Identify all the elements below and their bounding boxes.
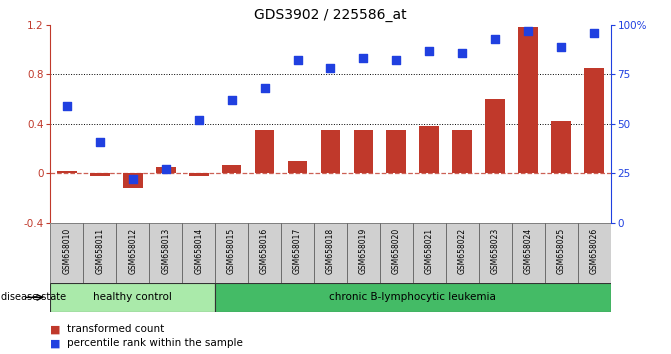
Bar <box>215 223 248 283</box>
Point <box>193 117 204 123</box>
Bar <box>485 99 505 173</box>
Bar <box>116 223 149 283</box>
Text: GSM658026: GSM658026 <box>590 228 599 274</box>
Text: GSM658025: GSM658025 <box>557 228 566 274</box>
Point <box>490 36 501 41</box>
Point <box>259 85 270 91</box>
Bar <box>354 130 373 173</box>
Bar <box>149 223 182 283</box>
Point <box>523 28 533 34</box>
Bar <box>380 223 413 283</box>
Point <box>292 58 303 63</box>
Bar <box>552 121 571 173</box>
Bar <box>50 223 83 283</box>
Point <box>325 65 336 71</box>
Point <box>226 97 237 103</box>
Text: GSM658020: GSM658020 <box>392 228 401 274</box>
Text: ■: ■ <box>50 338 61 348</box>
Text: GSM658010: GSM658010 <box>62 228 71 274</box>
Bar <box>512 223 545 283</box>
Bar <box>314 223 347 283</box>
Text: GSM658019: GSM658019 <box>359 228 368 274</box>
Bar <box>156 167 176 173</box>
Text: GSM658014: GSM658014 <box>194 228 203 274</box>
Text: GSM658023: GSM658023 <box>491 228 500 274</box>
Point <box>457 50 468 55</box>
Bar <box>255 130 274 173</box>
Point <box>358 56 369 61</box>
Bar <box>446 223 479 283</box>
Bar <box>518 27 538 173</box>
Bar <box>288 161 307 173</box>
Title: GDS3902 / 225586_at: GDS3902 / 225586_at <box>254 8 407 22</box>
Text: percentile rank within the sample: percentile rank within the sample <box>67 338 243 348</box>
Bar <box>578 223 611 283</box>
Text: GSM658011: GSM658011 <box>95 228 104 274</box>
Bar <box>189 173 209 176</box>
Text: GSM658022: GSM658022 <box>458 228 467 274</box>
Bar <box>221 165 242 173</box>
Text: GSM658021: GSM658021 <box>425 228 434 274</box>
Point <box>424 48 435 53</box>
Text: healthy control: healthy control <box>93 292 172 302</box>
Point <box>95 139 105 144</box>
Point <box>391 58 402 63</box>
Bar <box>452 130 472 173</box>
Bar <box>321 130 340 173</box>
Text: GSM658012: GSM658012 <box>128 228 138 274</box>
Point <box>588 30 599 35</box>
Point <box>160 167 171 172</box>
Text: chronic B-lymphocytic leukemia: chronic B-lymphocytic leukemia <box>329 292 497 302</box>
Bar <box>182 223 215 283</box>
Text: GSM658013: GSM658013 <box>161 228 170 274</box>
Bar <box>545 223 578 283</box>
Bar <box>419 126 440 173</box>
Point <box>62 103 72 109</box>
Bar <box>281 223 314 283</box>
Point <box>556 44 566 50</box>
Point <box>127 177 138 182</box>
Bar <box>413 223 446 283</box>
Bar <box>386 130 406 173</box>
Bar <box>90 173 109 176</box>
Bar <box>479 223 512 283</box>
Text: ■: ■ <box>50 324 61 334</box>
Text: GSM658024: GSM658024 <box>523 228 533 274</box>
Text: GSM658017: GSM658017 <box>293 228 302 274</box>
Bar <box>57 171 76 173</box>
Bar <box>584 68 604 173</box>
Bar <box>248 223 281 283</box>
Bar <box>123 173 143 188</box>
Text: GSM658018: GSM658018 <box>326 228 335 274</box>
Text: disease state: disease state <box>1 292 66 302</box>
Bar <box>83 223 116 283</box>
Bar <box>347 223 380 283</box>
Text: GSM658015: GSM658015 <box>227 228 236 274</box>
Text: transformed count: transformed count <box>67 324 164 334</box>
Bar <box>215 283 611 312</box>
Bar <box>50 283 215 312</box>
Text: GSM658016: GSM658016 <box>260 228 269 274</box>
